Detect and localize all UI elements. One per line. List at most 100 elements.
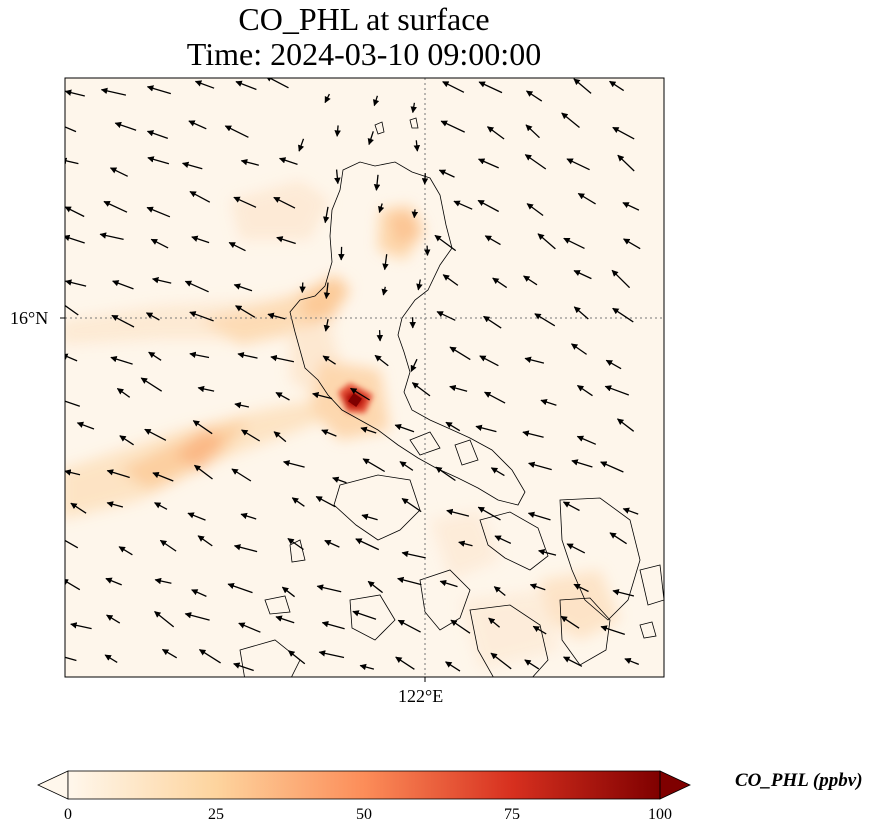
wind-arrow — [276, 236, 296, 245]
wind-arrow — [494, 535, 512, 544]
wind-arrow — [116, 387, 131, 398]
wind-arrow — [65, 157, 79, 165]
wind-arrow — [350, 387, 370, 401]
wind-arrow — [394, 423, 415, 433]
wind-arrow — [570, 343, 587, 355]
wind-arrow — [323, 282, 331, 300]
wind-arrow — [493, 586, 506, 597]
colorbar-extend-low — [37, 770, 69, 800]
wind-arrow — [563, 656, 583, 667]
wind-arrow — [576, 384, 593, 397]
wind-arrow — [194, 80, 215, 89]
wind-arrow — [523, 275, 538, 286]
wind-arrow — [192, 420, 213, 435]
lat-tick-label: 16°N — [10, 308, 49, 328]
wind-arrow — [399, 461, 414, 471]
wind-arrow — [612, 126, 635, 140]
wind-arrow — [458, 540, 473, 547]
wind-arrow — [265, 78, 289, 89]
wind-arrow — [278, 157, 298, 166]
wind-arrow — [237, 351, 258, 359]
wind-arrow — [397, 576, 422, 586]
wind-arrow — [332, 476, 347, 484]
wind-arrow — [291, 497, 305, 507]
wind-arrow — [233, 662, 254, 672]
wind-arrow — [312, 391, 333, 400]
co-concentration-field — [65, 180, 620, 670]
wind-arrow — [540, 399, 557, 406]
wind-arrow — [442, 81, 465, 93]
wind-arrow — [323, 318, 331, 332]
wind-arrow — [282, 460, 305, 468]
wind-arrow — [65, 279, 87, 287]
wind-arrow — [612, 589, 635, 597]
wind-arrow — [70, 622, 92, 630]
wind-arrow — [490, 652, 512, 670]
wind-arrow — [287, 537, 304, 551]
colorbar-tick-50: 50 — [356, 806, 372, 823]
wind-arrow — [381, 286, 388, 296]
wind-arrow — [488, 617, 501, 628]
wind-arrow — [151, 277, 172, 284]
wind-arrow — [440, 120, 465, 133]
wind-arrow — [146, 85, 171, 95]
wind-arrow — [188, 120, 207, 130]
wind-arrow — [416, 279, 423, 291]
wind-arrow — [525, 90, 543, 102]
colorbar-tick-100: 100 — [648, 806, 672, 823]
wind-arrow — [524, 659, 540, 670]
wind-arrow — [70, 502, 87, 514]
wind-arrow — [449, 384, 468, 392]
wind-arrow — [150, 238, 169, 249]
wind-arrow — [401, 550, 426, 559]
wind-arrow — [561, 112, 580, 129]
coastlines — [239, 117, 664, 677]
wind-arrow — [395, 656, 415, 670]
wind-arrow — [234, 402, 250, 409]
wind-arrow — [154, 577, 172, 585]
wind-arrow — [525, 124, 540, 139]
wind-arrow — [65, 206, 85, 218]
wind-arrow — [197, 535, 213, 547]
wind-arrow — [189, 351, 210, 359]
wind-arrow — [147, 156, 170, 165]
wind-arrow — [573, 78, 592, 94]
wind-arrow — [154, 610, 175, 628]
wind-arrow — [438, 169, 455, 178]
wind-arrow — [227, 582, 253, 594]
wind-arrow — [233, 196, 257, 208]
wind-arrow — [275, 615, 295, 624]
wind-arrow — [563, 237, 585, 249]
wind-arrow — [604, 385, 630, 396]
wind-arrow — [623, 238, 641, 250]
wind-arrow — [281, 586, 295, 598]
wind-arrow — [111, 314, 135, 328]
wind-arrow — [576, 435, 597, 445]
wind-arrow — [622, 202, 640, 211]
wind-arrow — [318, 650, 345, 659]
wind-arrow — [477, 506, 501, 521]
wind-arrow — [191, 235, 210, 244]
wind-arrow — [235, 305, 256, 318]
wind-arrow — [600, 625, 626, 636]
wind-arrow — [316, 584, 342, 593]
wind-arrow — [106, 469, 130, 479]
wind-arrow — [99, 232, 124, 241]
wind-arrow — [537, 233, 556, 250]
wind-arrow — [560, 615, 580, 629]
wind-arrow — [240, 159, 259, 166]
wind-arrow — [334, 169, 341, 185]
wind-arrow — [65, 539, 79, 549]
wind-arrow — [410, 102, 417, 114]
wind-arrow — [449, 346, 471, 361]
wind-arrow — [273, 196, 296, 209]
wind-arrow — [287, 650, 306, 665]
wind-arrow — [367, 131, 374, 146]
wind-arrow — [65, 469, 81, 476]
wind-arrow — [76, 421, 95, 430]
wind-arrow — [571, 459, 593, 468]
wind-arrow — [109, 167, 128, 177]
wind-arrow — [573, 583, 589, 593]
wind-arrow — [235, 80, 257, 91]
wind-arrow — [231, 468, 252, 482]
